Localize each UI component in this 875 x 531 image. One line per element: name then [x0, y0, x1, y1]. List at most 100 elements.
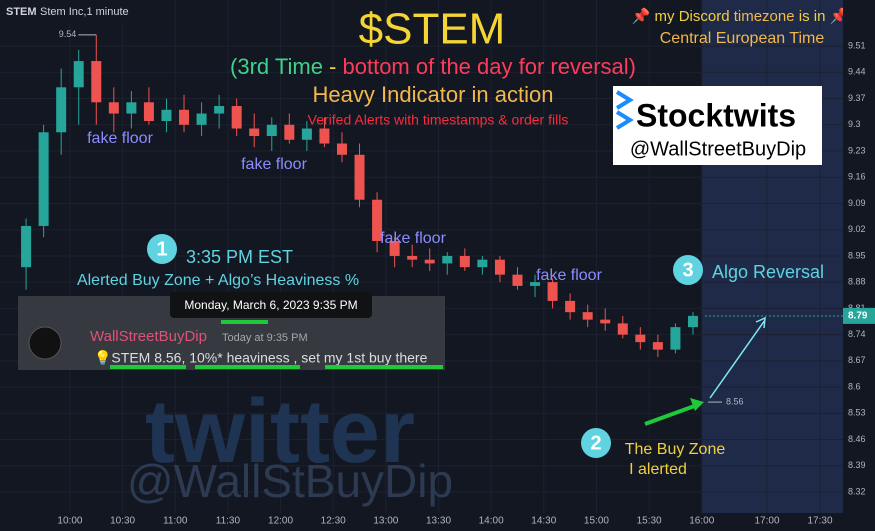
- line3: Verifed Alerts with timestamps & order f…: [308, 112, 569, 128]
- candle-body: [126, 102, 137, 114]
- candle-body: [652, 342, 663, 350]
- candle-body: [635, 334, 646, 343]
- line2: Heavy Indicator in action: [313, 82, 554, 107]
- price-axis: [843, 0, 875, 531]
- subtitle-part: (3rd Time: [230, 54, 323, 79]
- x-tick-label: 15:00: [584, 516, 609, 527]
- watermark-handle: @WallStBuyDip: [127, 455, 453, 507]
- underline: [221, 320, 268, 324]
- candle-body: [565, 300, 576, 313]
- y-tick-label: 9.51: [848, 40, 866, 50]
- candle-body: [442, 255, 453, 264]
- candle-body: [512, 274, 523, 286]
- fake-floor: fake floor: [380, 230, 446, 247]
- step-num: 2: [590, 432, 601, 454]
- x-tick-label: 17:30: [807, 516, 832, 527]
- candle-body: [21, 225, 32, 268]
- candle-body: [372, 199, 383, 241]
- step-num: 3: [682, 259, 693, 281]
- y-tick-label: 8.6: [848, 381, 861, 391]
- buy-arrow: [644, 402, 701, 426]
- discord-user: WallStreetBuyDip: [90, 328, 207, 345]
- candle-body: [214, 106, 225, 114]
- candle-body: [196, 113, 207, 125]
- candle-body: [407, 255, 418, 260]
- y-tick-label: 8.95: [848, 250, 866, 260]
- x-tick-label: 17:00: [754, 516, 779, 527]
- x-tick-label: 12:30: [321, 516, 346, 527]
- candle-body: [600, 319, 611, 324]
- step2-text: The Buy Zone: [625, 441, 726, 458]
- step-badge: [147, 234, 177, 264]
- candle-body: [424, 259, 435, 264]
- candle-body: [161, 109, 172, 122]
- step-num: 1: [156, 238, 167, 260]
- discord-date: Monday, March 6, 2023 9:35 PM: [184, 298, 357, 312]
- y-tick-label: 9.23: [848, 145, 866, 155]
- date-tooltip: [170, 292, 372, 318]
- underline: [325, 365, 443, 369]
- reversal-arrow: [709, 316, 766, 399]
- candle-body: [670, 327, 681, 350]
- tz-part: 📌: [632, 6, 651, 25]
- fake-floor: fake floor: [536, 267, 602, 284]
- candle-body: [284, 124, 295, 140]
- step1-time: 3:35 PM EST: [186, 247, 293, 267]
- candle-body: [73, 61, 84, 88]
- stocktwits-logo: [615, 90, 634, 130]
- x-tick-label: 11:30: [216, 516, 241, 527]
- y-tick-label: 9.37: [848, 93, 866, 103]
- y-tick-label: 8.74: [848, 329, 866, 339]
- header-bar: [0, 0, 160, 22]
- tz-part: my Discord: [650, 8, 733, 25]
- candle-body: [38, 132, 49, 226]
- candle-body: [530, 282, 541, 286]
- tz-part: timezone: [734, 8, 795, 25]
- x-tick-label: 10:30: [110, 516, 135, 527]
- y-tick-label: 9.44: [848, 67, 866, 77]
- last-price: 8.79: [848, 311, 868, 322]
- discord-message: 💡STEM 8.56, 10%* heaviness , set my 1st …: [94, 350, 428, 367]
- underline: [110, 365, 186, 369]
- fake-floor: fake floor: [87, 130, 153, 147]
- candle-body: [477, 259, 488, 268]
- candle-body: [319, 128, 330, 144]
- title: $STEM: [359, 5, 506, 54]
- step1-text: Alerted Buy Zone + Algo’s Heaviness %: [77, 272, 359, 289]
- y-tick-label: 9.09: [848, 198, 866, 208]
- after-hours-shade: [702, 0, 843, 513]
- candle-body: [108, 102, 119, 114]
- candle-body: [301, 128, 312, 140]
- x-tick-label: 14:00: [479, 516, 504, 527]
- y-tick-label: 9.3: [848, 119, 861, 129]
- y-tick-label: 8.67: [848, 355, 866, 365]
- y-tick-label: 9.16: [848, 172, 866, 182]
- fake-floor: fake floor: [241, 156, 307, 173]
- underline: [195, 365, 300, 369]
- last-price-tag: [843, 307, 875, 324]
- step-badge: [673, 255, 703, 285]
- candle-body: [582, 312, 593, 320]
- candle-body: [459, 255, 470, 268]
- candle-body: [494, 259, 505, 275]
- y-tick-label: 8.46: [848, 434, 866, 444]
- y-tick-label: 8.32: [848, 486, 866, 496]
- candle-body: [687, 315, 698, 328]
- step3-text: Algo Reversal: [712, 262, 824, 282]
- timezone: 📌 my Discord timezone is in 📌: [632, 6, 849, 25]
- y-tick-label: 8.53: [848, 408, 866, 418]
- candle-body: [547, 282, 558, 301]
- discord-when: Today at 9:35 PM: [222, 332, 308, 344]
- x-tick-label: 10:00: [57, 516, 82, 527]
- symbol-name: Stem Inc,1 minute: [40, 6, 129, 18]
- candle-body: [266, 124, 277, 137]
- candle-body: [336, 143, 347, 155]
- high-marker: 9.54: [59, 29, 77, 39]
- x-tick-label: 11:00: [163, 516, 188, 527]
- watermark: twitter: [145, 382, 415, 482]
- x-tick-label: 13:30: [426, 516, 451, 527]
- x-tick-label: 13:00: [373, 516, 398, 527]
- tz-part: is in: [795, 8, 830, 25]
- step-badge: [581, 428, 611, 458]
